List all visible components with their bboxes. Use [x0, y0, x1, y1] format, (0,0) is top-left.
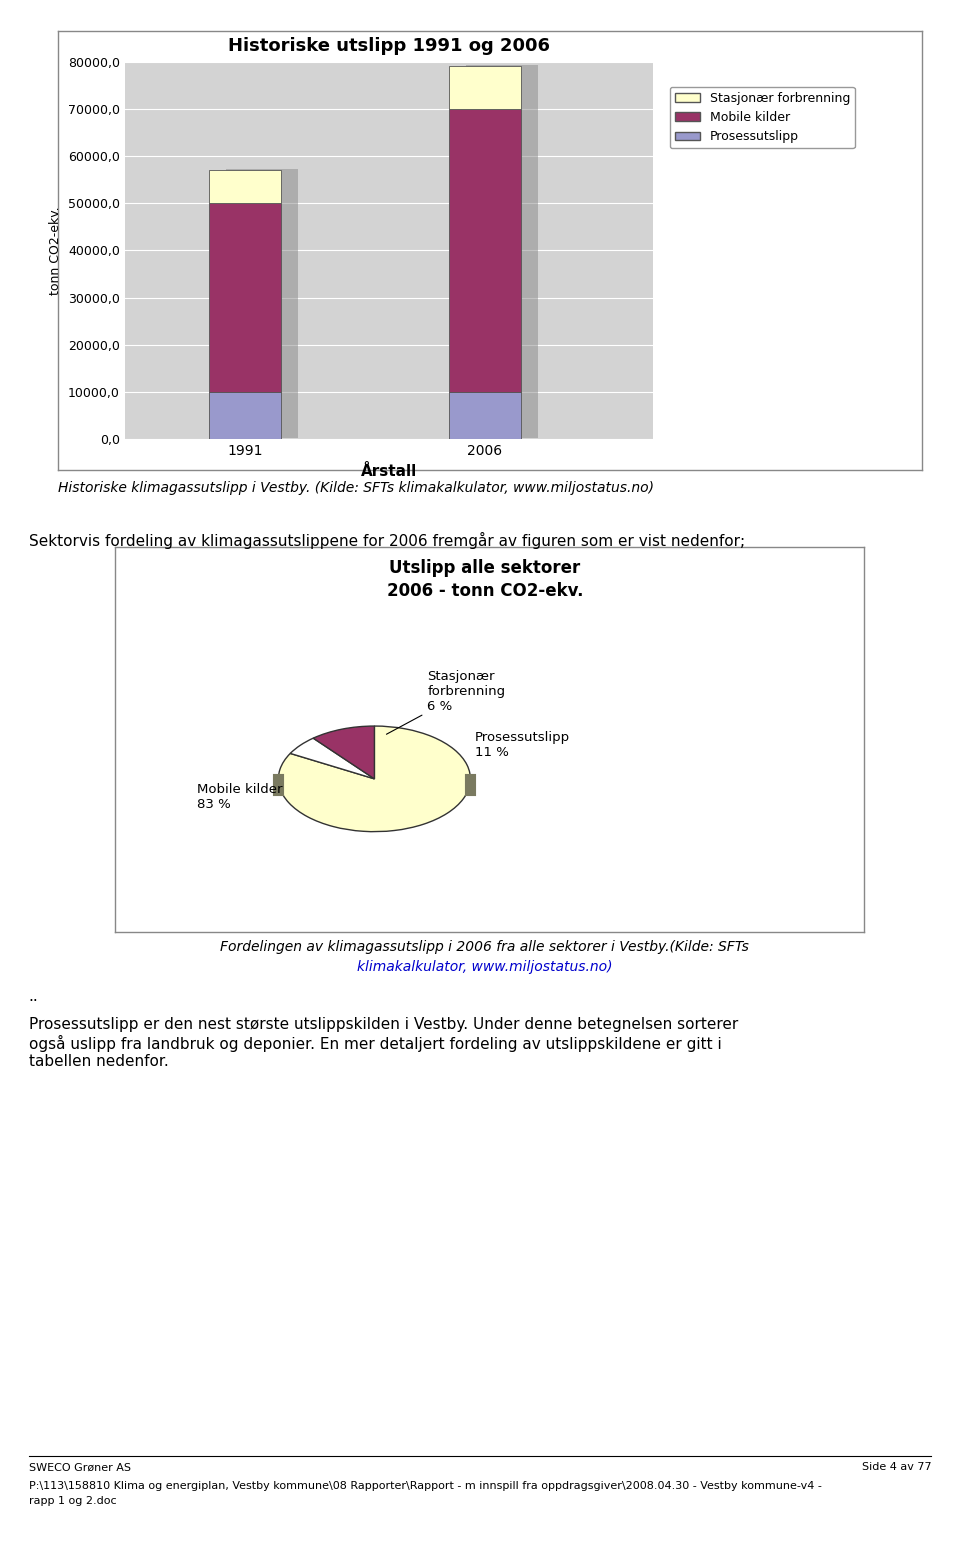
- Wedge shape: [278, 726, 470, 832]
- Legend: Stasjonær forbrenning, Mobile kilder, Prosessutslipp: Stasjonær forbrenning, Mobile kilder, Pr…: [670, 86, 855, 148]
- Text: Mobile kilder
83 %: Mobile kilder 83 %: [197, 783, 282, 811]
- Wedge shape: [313, 726, 374, 778]
- Text: Prosessutslipp er den nest største utslippskilden i Vestby. Under denne betegnel: Prosessutslipp er den nest største utsli…: [29, 1017, 738, 1069]
- Text: P:\113\158810 Klima og energiplan, Vestby kommune\08 Rapporter\Rapport - m innsp: P:\113\158810 Klima og energiplan, Vestb…: [29, 1481, 822, 1490]
- Y-axis label: tonn CO2-ekv.: tonn CO2-ekv.: [49, 206, 62, 294]
- Text: SWECO Grøner AS: SWECO Grøner AS: [29, 1462, 131, 1472]
- Text: rapp 1 og 2.doc: rapp 1 og 2.doc: [29, 1496, 116, 1506]
- Bar: [449, 109, 520, 391]
- Text: Side 4 av 77: Side 4 av 77: [861, 1462, 931, 1472]
- Bar: [226, 170, 298, 202]
- Text: klimakalkulator, www.miljostatus.no): klimakalkulator, www.miljostatus.no): [357, 960, 612, 974]
- Bar: [226, 202, 298, 390]
- Text: Fordelingen av klimagassutslipp i 2006 fra alle sektorer i Vestby.(Kilde: SFTs: Fordelingen av klimagassutslipp i 2006 f…: [221, 940, 749, 954]
- Text: Sektorvis fordeling av klimagassutslippene for 2006 fremgår av figuren som er vi: Sektorvis fordeling av klimagassutslippe…: [29, 532, 745, 549]
- Text: ..: ..: [29, 989, 38, 1005]
- X-axis label: Årstall: Årstall: [361, 464, 417, 479]
- Wedge shape: [290, 738, 374, 778]
- Bar: [466, 390, 538, 438]
- Text: Historiske klimagassutslipp i Vestby. (Kilde: SFTs klimakalkulator, www.miljosta: Historiske klimagassutslipp i Vestby. (K…: [58, 481, 654, 495]
- Bar: [209, 170, 280, 203]
- Title: Historiske utslipp 1991 og 2006: Historiske utslipp 1991 og 2006: [228, 37, 550, 54]
- Text: 2006 - tonn CO2-ekv.: 2006 - tonn CO2-ekv.: [387, 582, 583, 601]
- Bar: [466, 108, 538, 390]
- Bar: [226, 390, 298, 438]
- Bar: [466, 65, 538, 108]
- Text: Utslipp alle sektorer: Utslipp alle sektorer: [389, 559, 581, 578]
- Bar: [449, 391, 520, 439]
- Ellipse shape: [278, 775, 470, 806]
- Bar: [209, 391, 280, 439]
- Text: Stasjonær
forbrenning
6 %: Stasjonær forbrenning 6 %: [387, 670, 505, 734]
- Text: Prosessutslipp
11 %: Prosessutslipp 11 %: [475, 730, 570, 758]
- Bar: [449, 66, 520, 109]
- Bar: [209, 203, 280, 391]
